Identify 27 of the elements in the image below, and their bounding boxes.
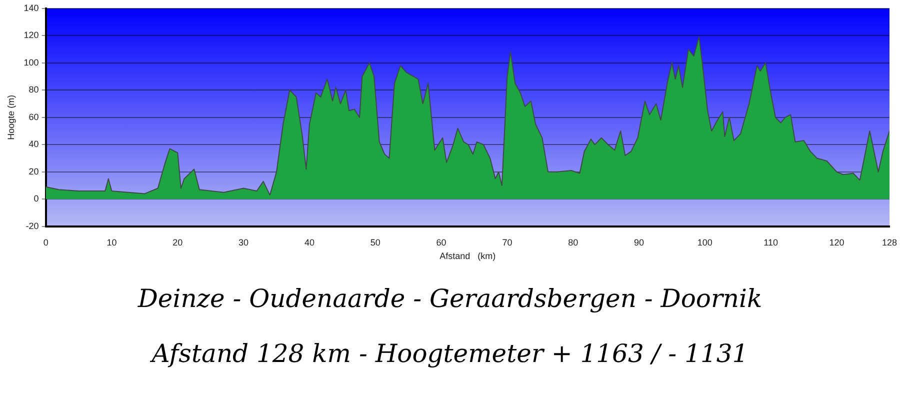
x-tick-label: 60: [436, 237, 446, 248]
y-tick-label: 0: [34, 194, 39, 204]
y-tick-label: 120: [24, 30, 39, 40]
y-axis-title: Hoogte (m): [6, 94, 16, 140]
y-tick-label: 20: [28, 166, 39, 176]
x-tick-label: 30: [238, 237, 249, 248]
x-tick-label: 120: [829, 237, 844, 248]
y-tick-label: 140: [24, 2, 39, 13]
x-tick-label: 0: [43, 237, 48, 248]
x-axis-title: Afstand (km): [440, 251, 496, 262]
text: Deinze - Oudenaarde - Geraardsbergen - Doornik: [136, 284, 764, 313]
x-tick-label: 80: [568, 237, 578, 248]
x-tick-label: 100: [697, 237, 712, 248]
x-tick-label: 50: [370, 237, 380, 248]
y-tick-label: 100: [24, 57, 39, 68]
x-tick-label: 20: [172, 237, 183, 248]
y-tick-label: -20: [26, 220, 39, 231]
x-tick-label: 40: [304, 237, 314, 248]
x-tick-label: 10: [106, 237, 117, 248]
x-tick-label: 110: [764, 237, 778, 248]
x-tick-label: 70: [502, 237, 512, 248]
x-tick-label: 128: [882, 237, 898, 248]
x-tick-label: 90: [634, 237, 644, 248]
text: Afstand 128 km - Hoogtemeter + 1163 / - 1131: [148, 339, 750, 368]
y-tick-label: 40: [28, 139, 39, 150]
y-tick-label: 80: [28, 84, 39, 95]
y-tick-label: 60: [28, 112, 39, 122]
